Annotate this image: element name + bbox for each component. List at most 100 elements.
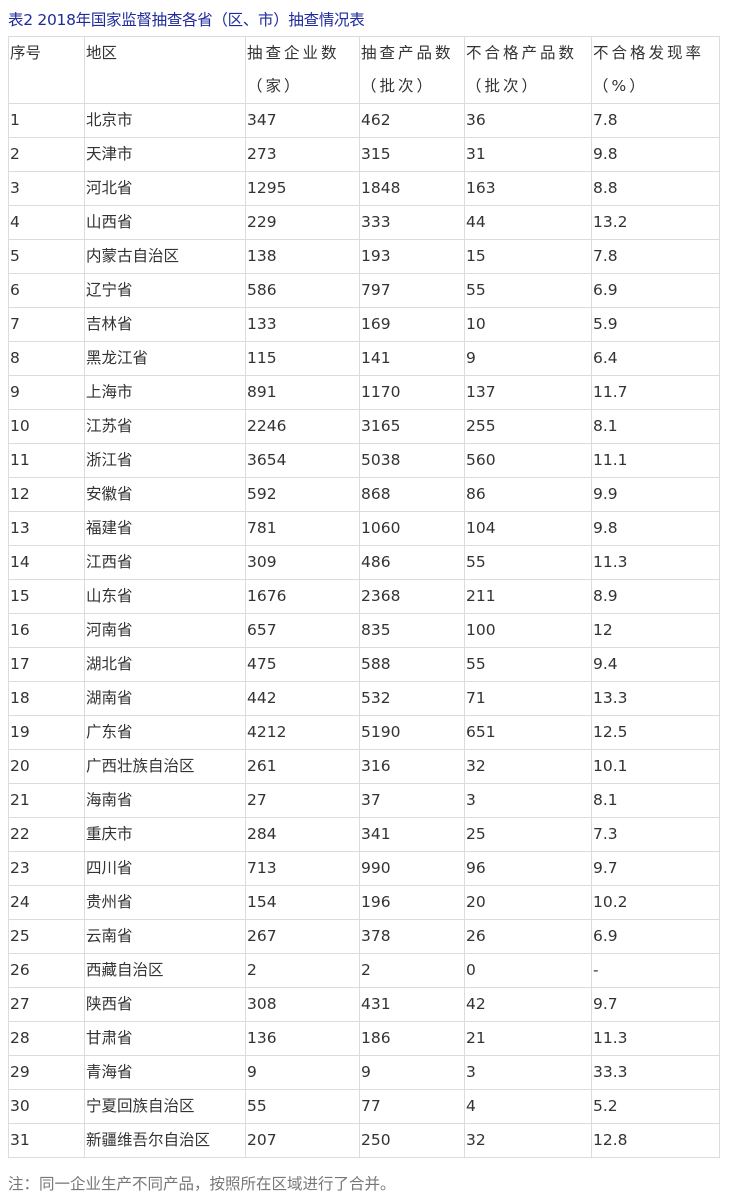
cell-rate: 10.2 — [591, 885, 720, 920]
table-row: 6 辽宁省 586 797 55 6.9 — [8, 273, 720, 308]
cell-region: 西藏自治区 — [84, 953, 246, 988]
cell-index: 11 — [8, 443, 85, 478]
cell-enterprises: 154 — [245, 885, 360, 920]
cell-unqualified: 31 — [464, 137, 592, 172]
cell-enterprises: 657 — [245, 613, 360, 648]
cell-enterprises: 713 — [245, 851, 360, 886]
cell-enterprises: 55 — [245, 1089, 360, 1124]
cell-products: 193 — [359, 239, 465, 274]
cell-region: 新疆维吾尔自治区 — [84, 1123, 246, 1158]
cell-enterprises: 27 — [245, 783, 360, 818]
cell-enterprises: 781 — [245, 511, 360, 546]
table-row: 22 重庆市 284 341 25 7.3 — [8, 817, 720, 852]
cell-rate: 5.2 — [591, 1089, 720, 1124]
table-row: 3 河北省 1295 1848 163 8.8 — [8, 171, 720, 206]
cell-unqualified: 42 — [464, 987, 592, 1022]
cell-unqualified: 255 — [464, 409, 592, 444]
cell-products: 378 — [359, 919, 465, 954]
table-row: 5 内蒙古自治区 138 193 15 7.8 — [8, 239, 720, 274]
cell-unqualified: 651 — [464, 715, 592, 750]
cell-enterprises: 261 — [245, 749, 360, 784]
cell-products: 835 — [359, 613, 465, 648]
cell-region: 青海省 — [84, 1055, 246, 1090]
cell-rate: 6.4 — [591, 341, 720, 376]
cell-products: 1060 — [359, 511, 465, 546]
cell-region: 上海市 — [84, 375, 246, 410]
cell-unqualified: 55 — [464, 647, 592, 682]
cell-region: 江西省 — [84, 545, 246, 580]
cell-products: 77 — [359, 1089, 465, 1124]
cell-index: 23 — [8, 851, 85, 886]
cell-region: 湖北省 — [84, 647, 246, 682]
cell-index: 27 — [8, 987, 85, 1022]
table-row: 11 浙江省 3654 5038 560 11.1 — [8, 443, 720, 478]
table-row: 24 贵州省 154 196 20 10.2 — [8, 885, 720, 920]
cell-products: 196 — [359, 885, 465, 920]
cell-unqualified: 560 — [464, 443, 592, 478]
cell-products: 9 — [359, 1055, 465, 1090]
cell-products: 315 — [359, 137, 465, 172]
cell-unqualified: 3 — [464, 783, 592, 818]
table-row: 18 湖南省 442 532 71 13.3 — [8, 681, 720, 716]
cell-products: 169 — [359, 307, 465, 342]
table-row: 15 山东省 1676 2368 211 8.9 — [8, 579, 720, 614]
table-row: 20 广西壮族自治区 261 316 32 10.1 — [8, 749, 720, 784]
header-unit: （批次） — [466, 77, 541, 95]
cell-products: 797 — [359, 273, 465, 308]
cell-products: 333 — [359, 205, 465, 240]
header-label: 序号 — [10, 44, 42, 62]
cell-enterprises: 115 — [245, 341, 360, 376]
table-row: 26 西藏自治区 2 2 0- — [8, 953, 720, 988]
cell-products: 431 — [359, 987, 465, 1022]
cell-region: 宁夏回族自治区 — [84, 1089, 246, 1124]
cell-enterprises: 1295 — [245, 171, 360, 206]
cell-unqualified: 25 — [464, 817, 592, 852]
cell-index: 16 — [8, 613, 85, 648]
cell-region: 山东省 — [84, 579, 246, 614]
cell-rate: 7.3 — [591, 817, 720, 852]
cell-rate: 9.8 — [591, 137, 720, 172]
cell-region: 甘肃省 — [84, 1021, 246, 1056]
cell-index: 7 — [8, 307, 85, 342]
cell-enterprises: 133 — [245, 307, 360, 342]
table-row: 21 海南省 27 37 3 8.1 — [8, 783, 720, 818]
cell-products: 486 — [359, 545, 465, 580]
cell-rate: 6.9 — [591, 919, 720, 954]
cell-unqualified: 0 — [464, 953, 592, 988]
cell-region: 吉林省 — [84, 307, 246, 342]
cell-rate: 9.7 — [591, 987, 720, 1022]
cell-unqualified: 104 — [464, 511, 592, 546]
header-label: 不合格产品数 — [466, 44, 578, 62]
cell-products: 250 — [359, 1123, 465, 1158]
cell-region: 江苏省 — [84, 409, 246, 444]
cell-region: 北京市 — [84, 103, 246, 138]
table-row: 17 湖北省 475 588 55 9.4 — [8, 647, 720, 682]
cell-products: 588 — [359, 647, 465, 682]
cell-index: 1 — [8, 103, 85, 138]
header-region: 地区 — [84, 36, 246, 104]
cell-enterprises: 891 — [245, 375, 360, 410]
cell-enterprises: 475 — [245, 647, 360, 682]
table-row: 23 四川省 713 990 96 9.7 — [8, 851, 720, 886]
cell-rate: 11.3 — [591, 545, 720, 580]
cell-products: 5190 — [359, 715, 465, 750]
cell-enterprises: 347 — [245, 103, 360, 138]
cell-products: 1170 — [359, 375, 465, 410]
cell-region: 浙江省 — [84, 443, 246, 478]
cell-index: 18 — [8, 681, 85, 716]
table-row: 9 上海市 891 1170 137 11.7 — [8, 375, 720, 410]
header-label: 抽查产品数 — [361, 44, 454, 62]
cell-enterprises: 586 — [245, 273, 360, 308]
table-row: 1 北京市 347 462 36 7.8 — [8, 103, 720, 138]
header-rate: 不合格发现率 （%） — [591, 36, 720, 104]
cell-region: 山西省 — [84, 205, 246, 240]
cell-enterprises: 138 — [245, 239, 360, 274]
cell-index: 24 — [8, 885, 85, 920]
cell-rate: 8.9 — [591, 579, 720, 614]
cell-rate: 33.3 — [591, 1055, 720, 1090]
cell-enterprises: 442 — [245, 681, 360, 716]
cell-region: 天津市 — [84, 137, 246, 172]
cell-index: 4 — [8, 205, 85, 240]
cell-products: 3165 — [359, 409, 465, 444]
table-row: 30 宁夏回族自治区 55 77 4 5.2 — [8, 1089, 720, 1124]
